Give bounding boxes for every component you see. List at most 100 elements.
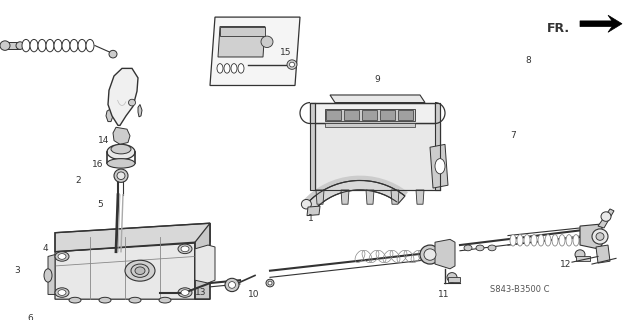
Ellipse shape xyxy=(114,169,128,182)
Ellipse shape xyxy=(107,144,135,160)
Polygon shape xyxy=(391,190,399,204)
Polygon shape xyxy=(435,103,440,190)
Text: 8: 8 xyxy=(525,56,531,65)
Ellipse shape xyxy=(117,172,125,180)
Polygon shape xyxy=(430,144,448,188)
Ellipse shape xyxy=(531,235,537,246)
Circle shape xyxy=(261,36,273,47)
Ellipse shape xyxy=(573,235,579,246)
Ellipse shape xyxy=(58,254,66,259)
Ellipse shape xyxy=(58,290,66,295)
Ellipse shape xyxy=(131,264,149,277)
Polygon shape xyxy=(55,242,195,299)
Ellipse shape xyxy=(524,235,530,246)
Polygon shape xyxy=(366,190,374,204)
Ellipse shape xyxy=(224,64,230,73)
Text: S843-B3500 C: S843-B3500 C xyxy=(490,285,550,294)
Text: 14: 14 xyxy=(98,136,109,145)
Ellipse shape xyxy=(125,260,155,281)
Ellipse shape xyxy=(238,64,244,73)
Ellipse shape xyxy=(111,144,131,154)
Ellipse shape xyxy=(62,39,70,52)
Ellipse shape xyxy=(538,235,544,246)
Polygon shape xyxy=(416,190,424,204)
Circle shape xyxy=(0,41,10,50)
Ellipse shape xyxy=(488,245,496,251)
Bar xyxy=(326,110,341,120)
Text: 11: 11 xyxy=(438,290,449,299)
Text: 16: 16 xyxy=(92,160,104,169)
Circle shape xyxy=(228,282,236,288)
Bar xyxy=(325,109,415,121)
Ellipse shape xyxy=(99,297,111,303)
Polygon shape xyxy=(330,95,425,103)
Text: 4: 4 xyxy=(43,244,49,253)
Text: 3: 3 xyxy=(14,266,20,275)
Ellipse shape xyxy=(435,159,445,174)
Polygon shape xyxy=(5,42,20,49)
Ellipse shape xyxy=(78,39,86,52)
Polygon shape xyxy=(315,124,440,190)
Ellipse shape xyxy=(178,288,192,297)
Circle shape xyxy=(16,42,24,49)
Text: 12: 12 xyxy=(560,260,572,268)
Bar xyxy=(380,110,395,120)
Ellipse shape xyxy=(38,39,46,52)
Text: 9: 9 xyxy=(374,75,380,84)
Circle shape xyxy=(266,279,274,287)
Ellipse shape xyxy=(559,235,565,246)
Polygon shape xyxy=(596,245,610,263)
Ellipse shape xyxy=(30,39,38,52)
Bar xyxy=(448,277,460,282)
Polygon shape xyxy=(341,190,349,204)
Ellipse shape xyxy=(129,297,141,303)
Polygon shape xyxy=(210,17,300,85)
Text: 2: 2 xyxy=(75,176,81,185)
Circle shape xyxy=(447,273,457,282)
Bar xyxy=(362,110,377,120)
Circle shape xyxy=(289,62,294,67)
Ellipse shape xyxy=(55,288,69,297)
Ellipse shape xyxy=(545,235,551,246)
Text: 13: 13 xyxy=(195,288,207,297)
Polygon shape xyxy=(106,109,113,122)
Circle shape xyxy=(596,233,604,240)
Ellipse shape xyxy=(566,235,572,246)
Text: 5: 5 xyxy=(97,200,103,209)
Bar xyxy=(398,110,413,120)
Ellipse shape xyxy=(476,245,484,251)
Polygon shape xyxy=(307,180,405,210)
Circle shape xyxy=(268,281,272,285)
Circle shape xyxy=(129,99,136,106)
Circle shape xyxy=(109,50,117,58)
Text: 1: 1 xyxy=(308,214,314,223)
Polygon shape xyxy=(113,127,130,144)
Ellipse shape xyxy=(464,245,472,251)
Ellipse shape xyxy=(159,297,171,303)
Ellipse shape xyxy=(181,290,189,295)
Polygon shape xyxy=(580,224,602,249)
Polygon shape xyxy=(220,27,265,36)
Circle shape xyxy=(601,212,611,221)
Polygon shape xyxy=(435,239,455,269)
Ellipse shape xyxy=(178,244,192,254)
Polygon shape xyxy=(48,254,55,294)
Polygon shape xyxy=(310,103,315,190)
Polygon shape xyxy=(310,103,435,124)
Bar xyxy=(325,123,415,127)
Ellipse shape xyxy=(217,64,223,73)
Text: FR.: FR. xyxy=(547,22,570,35)
Text: 10: 10 xyxy=(248,290,259,299)
Polygon shape xyxy=(316,190,324,204)
Circle shape xyxy=(301,199,312,209)
Ellipse shape xyxy=(55,252,69,261)
Circle shape xyxy=(592,229,608,244)
Polygon shape xyxy=(307,206,320,216)
Ellipse shape xyxy=(70,39,78,52)
Polygon shape xyxy=(138,105,142,117)
Circle shape xyxy=(575,250,585,259)
Circle shape xyxy=(424,249,436,260)
Circle shape xyxy=(287,60,297,69)
Text: 6: 6 xyxy=(27,314,33,320)
Ellipse shape xyxy=(86,39,94,52)
